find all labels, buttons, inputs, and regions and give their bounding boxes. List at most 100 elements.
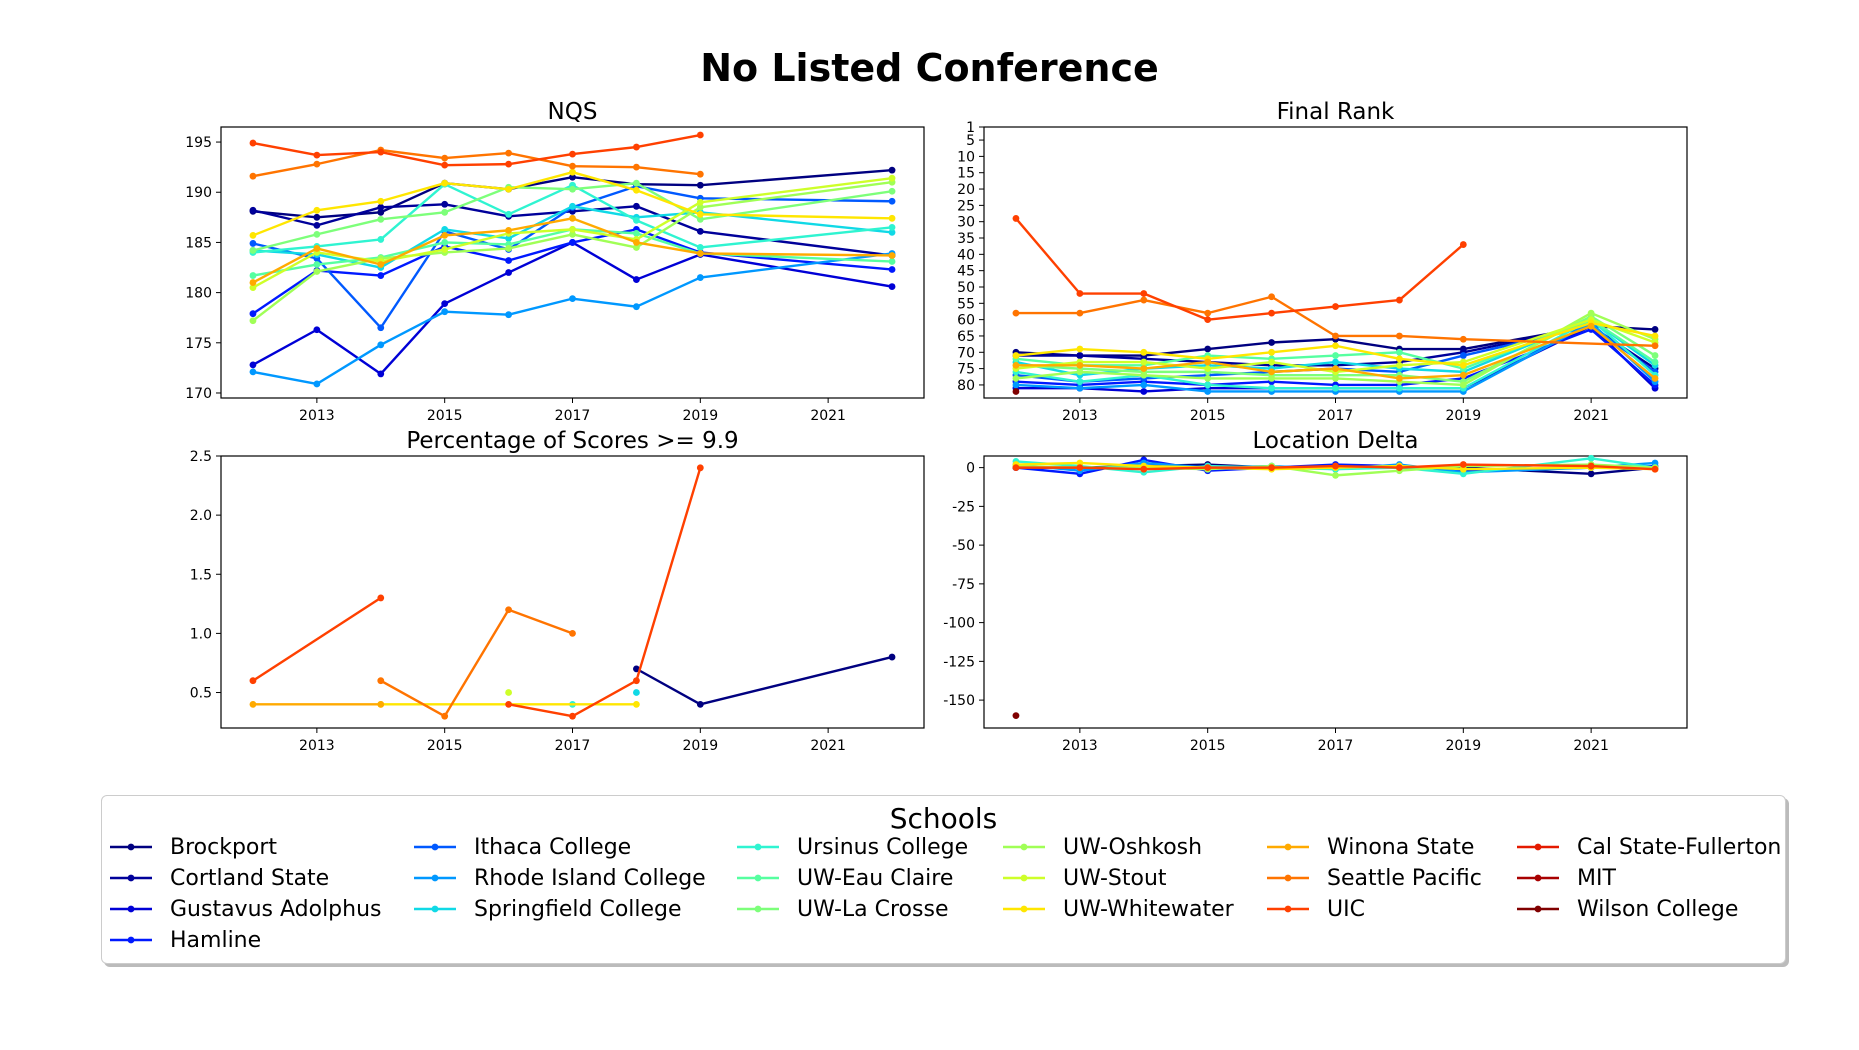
data-point [313,230,321,238]
figure-title: No Listed Conference [700,46,1159,90]
data-point [1396,296,1403,304]
x-tick-label: 2021 [810,738,846,754]
data-point [1459,461,1467,468]
data-point [1587,454,1595,462]
series-uic [249,594,385,685]
legend-item-uw-la-crosse: UW-La Crosse [737,894,948,924]
data-point [1140,348,1148,356]
legend-swatch [110,843,152,851]
y-tick-label: 180 [185,286,212,302]
y-tick-label: -125 [943,654,975,670]
x-tick-label: 2017 [1318,738,1354,754]
data-point [1140,381,1148,389]
legend-label: UW-Stout [1063,865,1167,891]
data-point [569,230,576,238]
y-tick-label: 50 [957,280,975,296]
data-point [1140,296,1148,304]
y-tick-label: 55 [957,296,975,312]
data-point [1587,470,1595,478]
legend-label: UW-Oshkosh [1063,834,1203,860]
data-point [888,187,896,195]
data-point [249,139,257,147]
legend-label: UW-Whitewater [1063,896,1234,922]
data-point [633,244,640,251]
data-point [249,284,257,291]
legend-title: Schools [889,802,998,835]
data-point [569,202,576,210]
data-point [888,174,896,182]
data-point [441,200,449,208]
data-point [888,166,896,174]
data-point [1012,464,1020,472]
data-point [569,214,576,222]
data-point [505,149,512,157]
legend-label: UW-Eau Claire [797,865,954,891]
y-tick-label: 1 [966,120,975,136]
series-line [1015,461,1656,471]
data-point [888,228,896,236]
legend-swatch [414,905,456,913]
data-point [1076,352,1084,359]
data-point [888,283,896,290]
data-point [1076,290,1084,297]
legend-swatch [110,905,152,913]
y-tick-label: 170 [185,386,212,402]
series-springfield-college [633,689,640,696]
data-point [1332,303,1339,310]
data-point [249,240,257,247]
series-line [635,655,893,706]
data-point [569,712,576,720]
legend-item-cal-state-fullerton: Cal State-Fullerton [1517,832,1781,862]
data-point [633,689,640,696]
data-point [569,168,576,176]
data-point [888,653,896,661]
data-point [441,308,449,316]
data-point [313,213,321,221]
legend-item-ithaca-college: Ithaca College [414,832,631,862]
legend-item-gustavus-adolphus: Gustavus Adolphus [110,894,382,924]
data-point [1012,388,1020,395]
y-tick-label: 0.5 [190,686,212,702]
legend: Schools Brockport Cortland State Gustavus … [101,795,1786,964]
x-tick-label: 2015 [1190,738,1226,754]
data-point [1459,465,1467,473]
data-point [1076,459,1084,467]
data-point [377,261,385,268]
data-point [633,179,640,187]
y-tick-label: 195 [185,135,212,151]
data-point [377,324,385,332]
y-tick-label: 60 [957,313,975,329]
data-point [1587,309,1595,317]
data-point [249,279,257,286]
data-point [633,186,640,194]
data-point [1459,361,1467,369]
legend-swatch [414,843,456,851]
data-point [888,252,896,259]
legend-item-seattle-pacific: Seattle Pacific [1267,863,1482,893]
data-point [377,341,385,349]
legend-swatch [1517,905,1559,913]
data-point [633,303,640,311]
data-point [441,232,449,239]
data-point [1396,464,1403,472]
data-point [505,235,512,242]
data-point [1076,345,1084,353]
data-point [1204,309,1212,317]
data-point [888,214,896,222]
y-tick-label: -100 [943,616,975,632]
legend-item-uw-stout: UW-Stout [1003,863,1167,893]
y-tick-label: 70 [957,345,975,361]
data-point [505,257,512,264]
data-point [1140,358,1148,366]
data-point [569,295,576,303]
data-point [569,162,576,170]
data-point [1332,358,1339,366]
x-tick-label: 2013 [1062,738,1098,754]
data-point [696,203,704,211]
chart-panel-percentage-of-scores-9-9: Percentage of Scores >= 9.9 2013 2015 2017 2… [190,428,925,754]
series-seattle-pacific [1012,293,1659,350]
x-tick-label: 2019 [682,738,718,754]
data-point [441,225,449,233]
data-point [696,274,704,281]
